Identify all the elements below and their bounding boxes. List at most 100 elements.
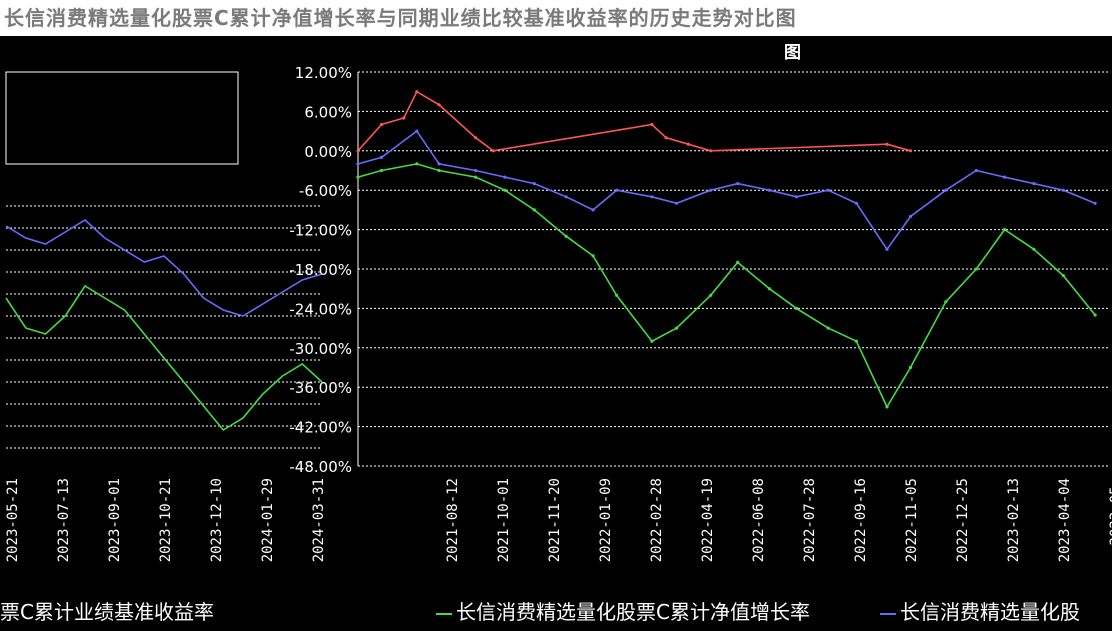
data-point bbox=[944, 188, 948, 192]
legend-item-green: 长信消费精选量化股票C累计净值增长率 bbox=[436, 596, 810, 625]
data-point bbox=[615, 188, 619, 192]
data-point bbox=[1032, 182, 1036, 186]
x-tick-label: 2022-02-28 bbox=[649, 478, 665, 562]
data-point bbox=[664, 136, 668, 140]
y-tick-label: -36.00% bbox=[289, 379, 352, 397]
data-point bbox=[564, 234, 568, 238]
data-point bbox=[767, 287, 772, 291]
legend-item-blue: 长信消费精选量化股 bbox=[880, 596, 1080, 625]
series-lines bbox=[356, 90, 1097, 409]
data-point bbox=[650, 339, 654, 343]
data-point bbox=[379, 155, 384, 159]
data-point bbox=[532, 182, 536, 186]
data-point bbox=[415, 162, 419, 166]
data-point bbox=[474, 175, 478, 179]
y-tick-label: -42.00% bbox=[289, 419, 352, 437]
data-point bbox=[736, 182, 740, 186]
y-tick-label: -48.00% bbox=[289, 458, 352, 476]
left-panel bbox=[5, 71, 323, 466]
data-point bbox=[885, 405, 889, 409]
data-point bbox=[885, 247, 889, 251]
x-tick-label: 2022-11-05 bbox=[904, 478, 920, 562]
y-axis: 12.00% 6.00% 0.00% -6.00% -12.00% -18.00% -24.… bbox=[289, 64, 352, 476]
y-tick-label: -12.00% bbox=[289, 222, 352, 240]
left-panel-frame bbox=[5, 71, 239, 165]
left-panel-bg bbox=[6, 196, 322, 466]
data-point bbox=[908, 149, 913, 153]
data-point bbox=[356, 162, 360, 166]
data-point bbox=[675, 326, 679, 330]
data-point bbox=[503, 175, 507, 179]
x-tick-label: 2022-06-08 bbox=[751, 478, 767, 562]
data-point bbox=[491, 149, 495, 153]
y-tick-label: 0.00% bbox=[304, 143, 352, 161]
x-tick-label: 2021-08-12 bbox=[445, 478, 461, 562]
data-point bbox=[356, 175, 360, 179]
x-tick-label: 2021-10-01 bbox=[496, 478, 512, 562]
data-point bbox=[826, 188, 830, 192]
x-tick-label: 2023-05-21 bbox=[5, 478, 21, 562]
x-tick-label: 2023-04-04 bbox=[1057, 478, 1073, 562]
x-tick-label: 2022-04-19 bbox=[700, 478, 716, 562]
x-tick-label: 2023-12-10 bbox=[209, 478, 225, 562]
data-point bbox=[474, 136, 478, 140]
data-point bbox=[854, 339, 859, 343]
legend-label-green: 长信消费精选量化股票C累计净值增长率 bbox=[456, 600, 810, 624]
data-point bbox=[1032, 247, 1036, 251]
data-point bbox=[686, 142, 690, 146]
data-point bbox=[854, 201, 859, 205]
x-tick-label: 2024-03-31 bbox=[311, 478, 327, 562]
data-point bbox=[908, 214, 913, 219]
data-point bbox=[379, 122, 384, 127]
y-tick-label: 6.00% bbox=[304, 103, 352, 121]
data-point bbox=[736, 260, 740, 264]
data-point bbox=[402, 116, 406, 120]
data-point bbox=[794, 306, 799, 310]
data-point bbox=[709, 188, 713, 192]
data-point bbox=[503, 188, 507, 192]
data-point bbox=[974, 267, 978, 271]
y-tick-label: 12.00% bbox=[295, 64, 352, 82]
chart-title: 长信消费精选量化股票C累计净值增长率与同期业绩比较基准收益率的历史走势对比图 bbox=[4, 6, 797, 30]
legend-left-fragment: 票C累计业绩基准收益率 bbox=[0, 600, 214, 624]
left-series-line-0 bbox=[5, 219, 323, 317]
data-point bbox=[794, 195, 799, 199]
data-point bbox=[474, 168, 478, 173]
data-point bbox=[709, 149, 713, 153]
data-point bbox=[650, 122, 654, 127]
x-tick-label: 2023-07-13 bbox=[56, 478, 72, 562]
x-tick-label: 2021-11-20 bbox=[547, 478, 563, 562]
data-point bbox=[415, 90, 419, 94]
data-point bbox=[1003, 175, 1007, 179]
series-line-0 bbox=[357, 163, 1096, 409]
series-line-2 bbox=[357, 90, 911, 152]
legend-swatch-blue bbox=[880, 612, 896, 615]
main-grid bbox=[357, 71, 1108, 467]
data-point bbox=[974, 168, 978, 173]
data-point bbox=[650, 195, 654, 199]
title-bar bbox=[0, 0, 1112, 36]
y-tick-label: -18.00% bbox=[289, 261, 352, 279]
data-point bbox=[1093, 201, 1097, 205]
x-tick-label: 2022-12-25 bbox=[955, 478, 971, 562]
x-tick-label: 2022-01-09 bbox=[598, 478, 614, 562]
data-point bbox=[532, 208, 536, 212]
data-point bbox=[908, 365, 913, 370]
chart-title-tail: 图 bbox=[784, 43, 801, 63]
legend-swatch-green bbox=[436, 612, 452, 615]
data-point bbox=[1061, 274, 1065, 278]
x-tick-label: 2023-05- bbox=[1108, 478, 1112, 545]
data-point bbox=[591, 208, 595, 212]
data-point bbox=[826, 326, 830, 330]
data-point bbox=[437, 162, 441, 166]
x-tick-label: 2022-07-28 bbox=[802, 478, 818, 562]
x-axis: 2021-08-12 2021-10-01 2021-11-20 2022-01-09… bbox=[5, 478, 1112, 562]
x-tick-label: 2023-09-01 bbox=[107, 478, 123, 562]
left-series-line-1 bbox=[5, 284, 323, 432]
y-tick-label: -24.00% bbox=[289, 300, 352, 318]
legend: 票C累计业绩基准收益率 长信消费精选量化股票C累计净值增长率 长信消费精选量化股 bbox=[0, 596, 1112, 626]
data-point bbox=[356, 149, 360, 153]
data-point bbox=[885, 142, 889, 146]
x-tick-label: 2023-02-13 bbox=[1006, 478, 1022, 562]
